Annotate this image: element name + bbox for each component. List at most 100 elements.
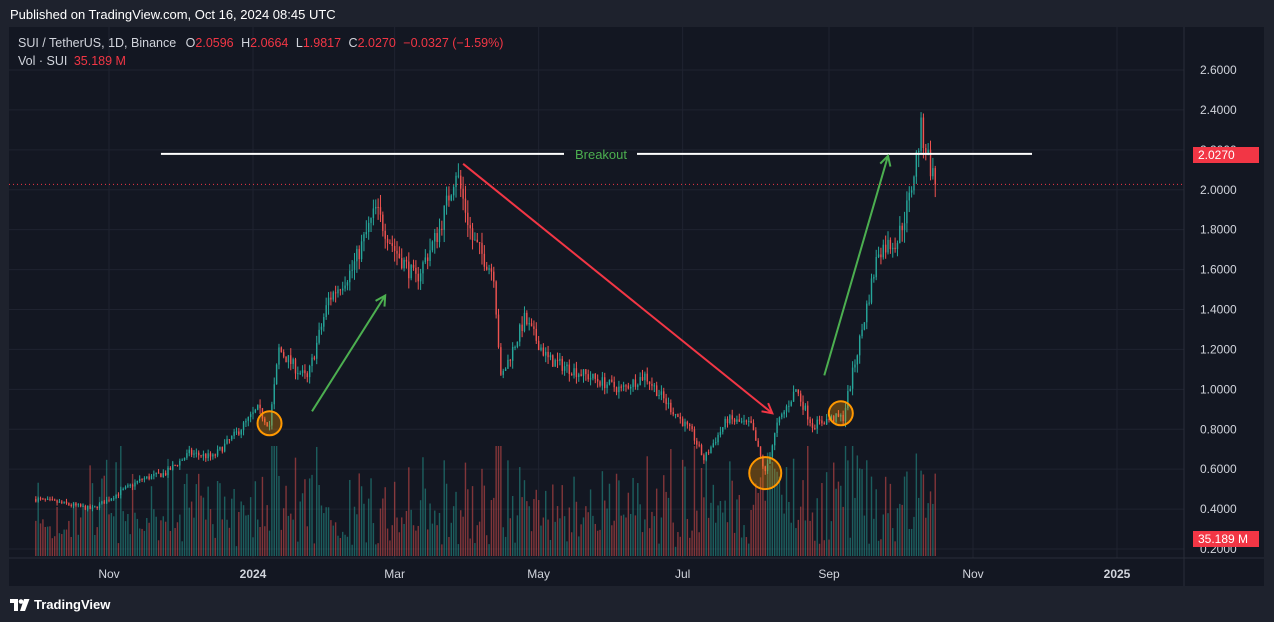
candle-body <box>934 168 936 185</box>
candle-body <box>835 413 837 422</box>
candle-body <box>375 206 377 209</box>
volume-bar <box>327 507 330 556</box>
volume-bar <box>858 468 861 556</box>
candle-body <box>712 443 715 448</box>
volume-bar <box>323 513 325 556</box>
volume-bar <box>913 516 915 556</box>
volume-bar <box>252 537 254 556</box>
candle-body <box>858 336 861 356</box>
volume-bar <box>223 496 226 556</box>
volume-bar <box>164 521 167 556</box>
candle-body <box>821 420 823 424</box>
candle-body <box>294 359 297 374</box>
volume-bar <box>431 523 434 556</box>
candle-body <box>818 419 821 421</box>
volume-bar <box>818 543 821 556</box>
candle-body <box>247 417 249 421</box>
volume-bar <box>660 517 663 556</box>
volume-bar <box>684 466 686 556</box>
candle-body <box>42 498 44 500</box>
candle-body <box>568 364 571 375</box>
volume-bar <box>915 453 918 556</box>
volume-bar <box>467 489 469 556</box>
candle-body <box>370 217 372 223</box>
volume-bar <box>778 476 781 556</box>
y-tick-label: 0.4000 <box>1200 502 1237 516</box>
candle-body <box>901 225 903 231</box>
volume-bar <box>488 544 490 556</box>
candle-body <box>849 388 851 392</box>
volume-bar <box>84 506 87 556</box>
volume-bar <box>689 537 691 556</box>
volume-bar <box>509 518 512 556</box>
volume-bar <box>268 530 271 556</box>
candle-body <box>434 233 436 242</box>
candle-body <box>481 242 483 254</box>
volume-bar <box>604 500 606 556</box>
x-tick-label: Jul <box>675 567 690 581</box>
price-chart[interactable]: 0.20000.40000.60000.80001.00001.20001.40… <box>9 27 1264 586</box>
x-tick-label: Nov <box>98 567 119 581</box>
candle-body <box>738 419 741 422</box>
volume-bar <box>663 475 665 556</box>
candle-body <box>799 393 802 402</box>
candle-body <box>242 422 245 431</box>
footer-brand[interactable]: TradingView <box>10 597 110 612</box>
volume-bar <box>150 486 153 556</box>
candle-body <box>514 346 516 348</box>
volume-bar <box>436 525 438 556</box>
chart-panel[interactable]: 0.2000 0.4000 0.6000 0.8000 1.0000 1.2000 1.40… <box>9 27 1264 586</box>
volume-bar <box>483 485 486 556</box>
volume-bar <box>157 540 160 556</box>
volume-bar <box>226 519 228 556</box>
volume-bar <box>441 544 443 556</box>
volume-bar <box>249 497 252 556</box>
candle-body <box>188 449 190 454</box>
volume-bar <box>504 536 507 556</box>
candle-body <box>79 504 82 507</box>
volume-bar <box>238 511 240 556</box>
candle-body <box>205 454 207 459</box>
candle-body <box>197 452 200 456</box>
candle-body <box>809 419 811 424</box>
volume-bar <box>490 500 493 556</box>
volume-bar <box>325 507 327 556</box>
volume-bar <box>526 501 528 556</box>
volume-bar <box>611 525 613 556</box>
volume-bar <box>401 517 403 556</box>
volume-bar <box>408 467 410 556</box>
candle-body <box>129 484 131 486</box>
candle-body <box>523 312 526 331</box>
volume-bar <box>469 538 471 556</box>
volume-bar <box>670 449 672 556</box>
candle-body <box>724 418 726 428</box>
candle-body <box>743 420 745 422</box>
candle-body <box>337 289 339 294</box>
volume-bar <box>360 486 363 556</box>
candle-body <box>759 446 762 457</box>
volume-bar <box>202 497 205 556</box>
candle-body <box>332 292 334 300</box>
candle-body <box>452 187 455 196</box>
x-tick-label: Mar <box>384 567 405 581</box>
candle-body <box>483 253 486 267</box>
candle-body <box>65 501 68 504</box>
volume-bar <box>79 517 82 556</box>
volume-bar <box>781 494 783 556</box>
candle-body <box>615 387 618 393</box>
volume-label[interactable]: Vol · SUI <box>18 54 68 68</box>
candle-body <box>417 273 419 282</box>
volume-bar <box>594 523 597 556</box>
volume-bar <box>644 519 646 556</box>
volume-bar <box>764 500 766 556</box>
candle-body <box>249 414 252 418</box>
candle-body <box>476 239 478 243</box>
candle-body <box>776 422 778 434</box>
volume-bar <box>308 478 311 556</box>
symbol-label[interactable]: SUI / TetherUS, 1D, Binance <box>18 36 177 50</box>
volume-bar <box>176 522 179 556</box>
candle-body <box>207 453 209 459</box>
candle-body <box>438 228 441 243</box>
volume-bar <box>792 458 795 556</box>
candle-body <box>214 454 216 456</box>
